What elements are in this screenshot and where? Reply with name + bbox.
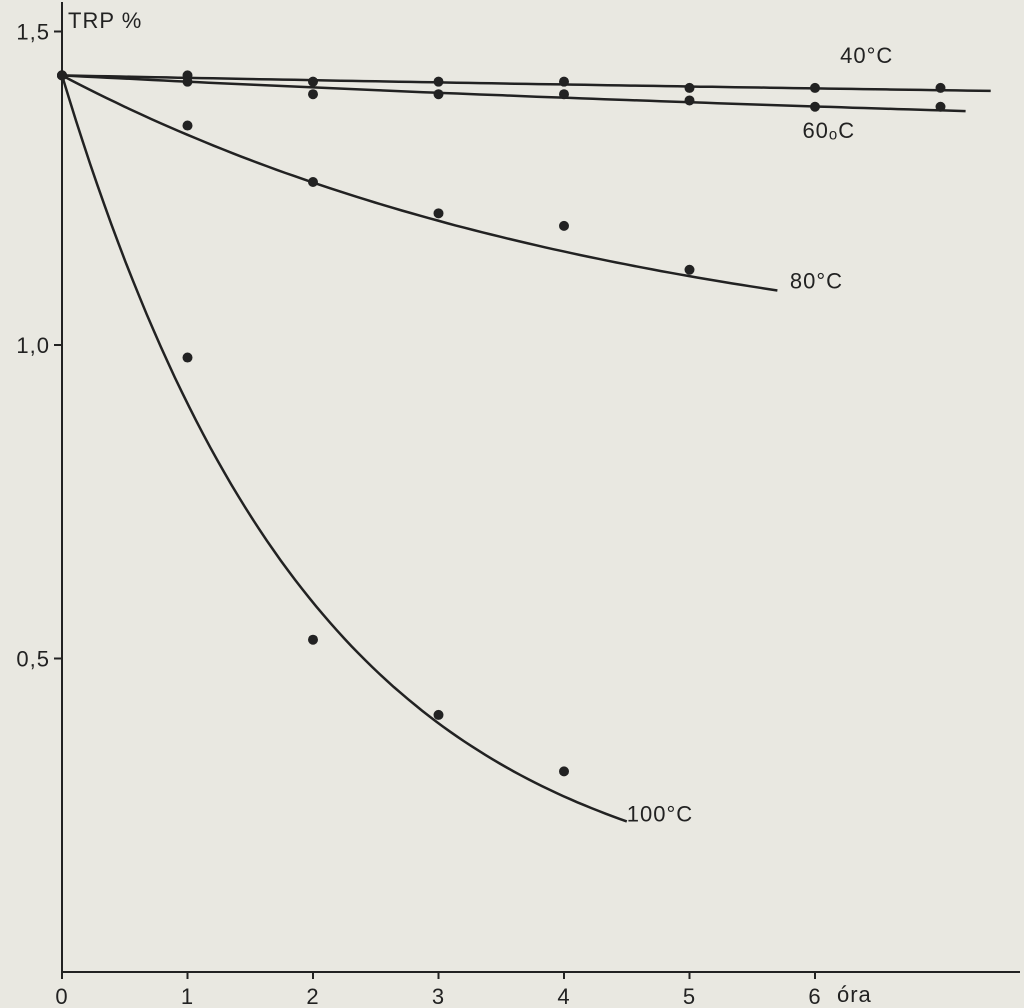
series-label: 60ₒC bbox=[802, 118, 855, 143]
y-tick-label: 1,0 bbox=[16, 333, 50, 358]
data-points bbox=[57, 70, 946, 777]
data-point bbox=[684, 264, 695, 275]
y-tick-label: 1,5 bbox=[16, 20, 50, 45]
axes: 0 1 2 3 4 5 6 óra 0,5 1,0 1,5 TRP % bbox=[16, 2, 1020, 1008]
data-point bbox=[308, 176, 318, 187]
x-tick-label: 2 bbox=[306, 984, 319, 1008]
series-curve bbox=[61, 74, 778, 292]
data-point bbox=[935, 101, 946, 112]
data-point bbox=[684, 95, 695, 106]
data-point bbox=[559, 76, 569, 87]
series-label: 40°C bbox=[840, 43, 893, 68]
data-point bbox=[559, 89, 569, 100]
data-point bbox=[182, 352, 193, 363]
data-point bbox=[182, 76, 193, 87]
series-curve bbox=[61, 74, 991, 93]
x-tick-label: 5 bbox=[683, 984, 696, 1008]
x-tick-label: 0 bbox=[55, 984, 68, 1008]
x-tick-label: 1 bbox=[181, 984, 194, 1008]
x-tick-label: 6 bbox=[808, 984, 821, 1008]
x-axis-title: óra bbox=[837, 982, 872, 1007]
data-point bbox=[559, 766, 569, 777]
y-tick-label: 0,5 bbox=[16, 647, 50, 672]
data-point bbox=[433, 89, 444, 100]
series-labels: 40°C 60ₒC 80°C 100°C bbox=[627, 43, 893, 827]
series-curve bbox=[61, 74, 966, 113]
data-point bbox=[935, 82, 946, 93]
data-point bbox=[559, 220, 569, 231]
x-tick-label: 4 bbox=[557, 984, 570, 1008]
y-axis-title: TRP % bbox=[68, 8, 142, 33]
data-point bbox=[57, 70, 67, 81]
data-point bbox=[433, 76, 444, 87]
data-point bbox=[810, 101, 820, 112]
data-point bbox=[182, 120, 193, 131]
data-point bbox=[810, 82, 820, 93]
data-point bbox=[433, 709, 444, 720]
series-curve bbox=[60, 75, 628, 823]
data-point bbox=[433, 208, 444, 219]
data-point bbox=[308, 76, 318, 87]
series-label: 100°C bbox=[627, 802, 693, 827]
x-tick-label: 3 bbox=[432, 984, 445, 1008]
curves bbox=[60, 74, 991, 823]
data-point bbox=[308, 634, 318, 645]
data-point bbox=[308, 89, 318, 100]
data-point bbox=[684, 82, 695, 93]
series-label: 80°C bbox=[790, 269, 843, 294]
